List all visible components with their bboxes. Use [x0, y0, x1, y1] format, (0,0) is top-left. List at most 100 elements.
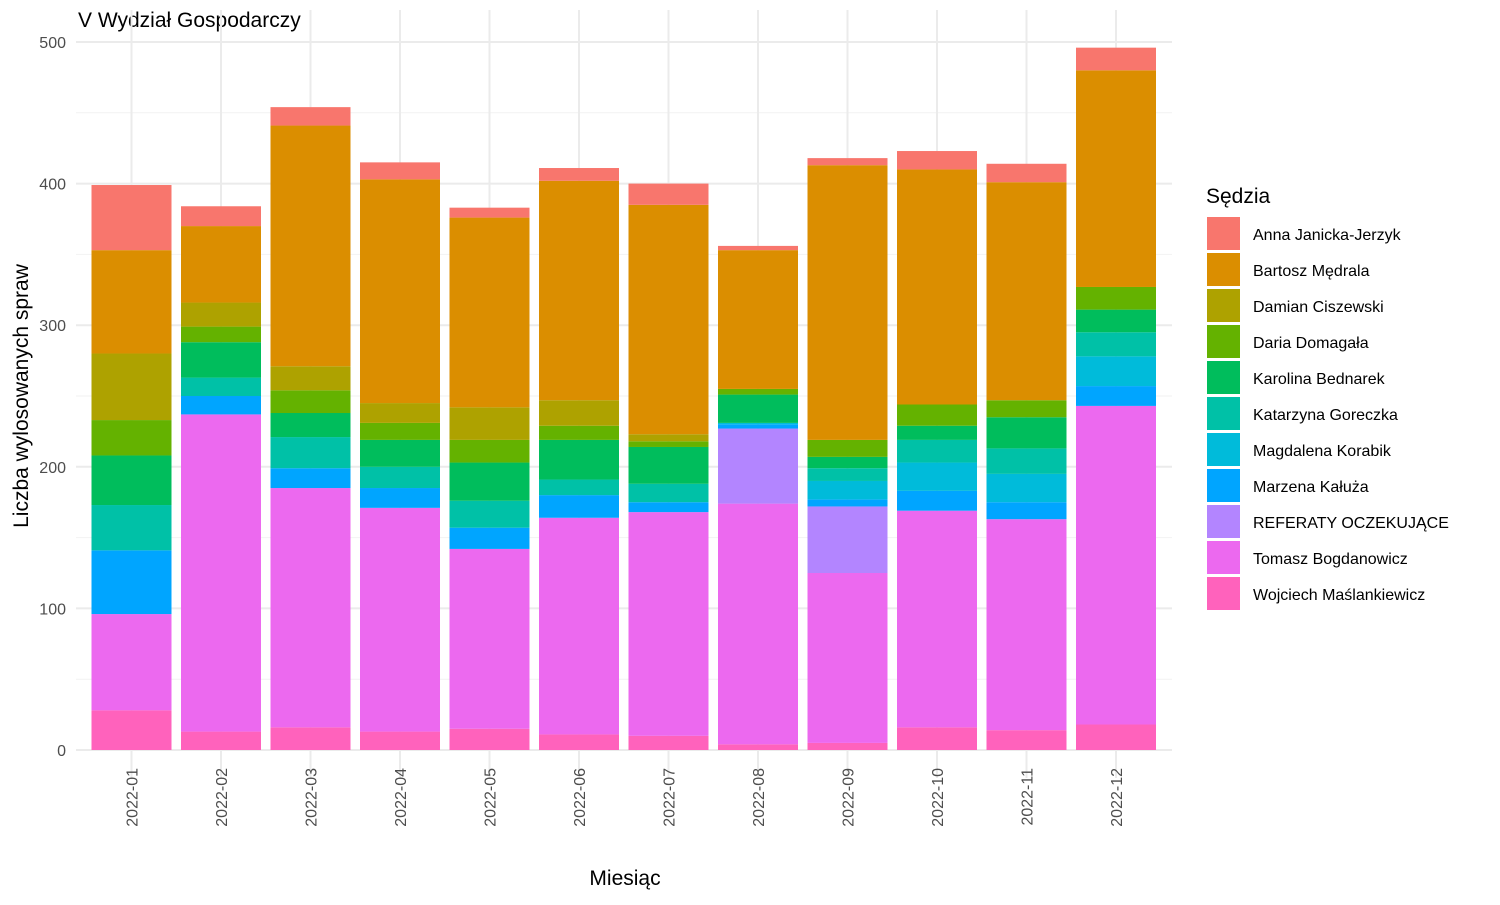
- bar-segment: [718, 424, 798, 429]
- x-tick-label: 2022-12: [1109, 768, 1126, 827]
- bar-segment: [449, 439, 530, 463]
- bar-segment: [718, 388, 798, 395]
- x-tick-label: 2022-04: [393, 768, 410, 827]
- bar-segment: [718, 744, 798, 750]
- bar-segment: [539, 479, 619, 496]
- bar-segment: [897, 425, 977, 440]
- bar-segment: [270, 437, 351, 469]
- bar-segment: [91, 420, 172, 456]
- y-tick-label: 0: [57, 743, 66, 760]
- bar-segment: [986, 519, 1067, 731]
- bar-segment: [897, 462, 977, 491]
- bar-segment: [628, 204, 709, 435]
- bar-segment: [1076, 286, 1156, 310]
- legend-key: [1207, 469, 1240, 502]
- bar-segment: [449, 207, 530, 218]
- bar-segment: [449, 462, 530, 501]
- y-tick-label: 300: [39, 318, 66, 335]
- y-axis-title: Liczba wylosowanych spraw: [10, 263, 33, 528]
- bar-segment: [539, 400, 619, 426]
- bar-segment: [718, 250, 798, 389]
- bar-segment: [91, 710, 172, 750]
- bar-segment: [539, 180, 619, 401]
- bar-segment: [270, 390, 351, 413]
- bar-segment: [91, 614, 172, 711]
- bar-segment: [360, 731, 440, 750]
- bar-segment: [807, 158, 888, 166]
- x-tick-label: 2022-05: [483, 768, 500, 827]
- bar-segment: [449, 728, 530, 750]
- chart-title: V Wydział Gospodarczy: [78, 9, 301, 32]
- legend-key: [1207, 253, 1240, 286]
- bar-segment: [270, 412, 351, 438]
- bar-segment: [449, 217, 530, 408]
- bar-segment: [270, 468, 351, 489]
- bar-segment: [91, 250, 172, 354]
- legend-key: [1207, 361, 1240, 394]
- bar-segment: [807, 480, 888, 500]
- legend-label: Karolina Bednarek: [1253, 371, 1386, 388]
- bar-segment: [91, 505, 172, 551]
- legend-key: [1207, 325, 1240, 358]
- legend-label: Marzena Kałuża: [1253, 479, 1369, 496]
- bar-segment: [539, 495, 619, 518]
- bar-segment: [807, 742, 888, 750]
- bar-segment: [360, 179, 440, 404]
- bar-segment: [628, 183, 709, 205]
- bar-segment: [449, 500, 530, 528]
- legend-key: [1207, 541, 1240, 574]
- bar-segment: [91, 550, 172, 615]
- bar-segment: [360, 488, 440, 508]
- legend-label: Magdalena Korabik: [1253, 443, 1392, 460]
- bar-segment: [91, 185, 172, 251]
- bar-segment: [718, 394, 798, 423]
- bar-segment: [539, 734, 619, 750]
- bar-segment: [91, 455, 172, 506]
- bar-segment: [628, 441, 709, 447]
- bar-segment: [270, 727, 351, 750]
- bar-segment: [628, 502, 709, 513]
- bar-segment: [449, 527, 530, 549]
- legend-key: [1207, 505, 1240, 538]
- bar-segment: [539, 425, 619, 440]
- bar-segment: [897, 510, 977, 728]
- bar-segment: [718, 428, 798, 504]
- bar-segment: [1076, 405, 1156, 725]
- bar-segment: [986, 448, 1067, 474]
- bar-segment: [897, 439, 977, 463]
- legend-label: Anna Janicka-Jerzyk: [1253, 227, 1402, 244]
- legend-label: Tomasz Bogdanowicz: [1253, 551, 1408, 568]
- bar-segment: [181, 302, 261, 327]
- x-tick-label: 2022-02: [214, 768, 231, 827]
- bar-segment: [360, 507, 440, 732]
- bar-segment: [1076, 386, 1156, 406]
- bar-segment: [807, 468, 888, 481]
- x-tick-label: 2022-10: [930, 768, 947, 827]
- bar-segment: [897, 169, 977, 405]
- bar-segment: [270, 125, 351, 367]
- legend-label: Wojciech Maślankiewicz: [1253, 587, 1425, 604]
- bar-segment: [807, 165, 888, 440]
- bar-segment: [1076, 724, 1156, 750]
- bar-segment: [807, 573, 888, 743]
- bar-segment: [1076, 309, 1156, 333]
- bar-segment: [1076, 356, 1156, 387]
- legend-key: [1207, 577, 1240, 610]
- bar-segment: [807, 456, 888, 469]
- x-tick-label: 2022-03: [304, 768, 321, 827]
- bar-segment: [897, 151, 977, 170]
- bar-segment: [628, 434, 709, 442]
- bar-segment: [181, 731, 261, 750]
- bar-segment: [986, 400, 1067, 418]
- legend: Sędzia Anna Janicka-Jerzyk Bartosz Mędral…: [1206, 185, 1449, 610]
- bar-segment: [449, 407, 530, 440]
- x-tick-label: 2022-08: [751, 768, 768, 827]
- bar-segment: [181, 414, 261, 732]
- bar-segment: [270, 107, 351, 126]
- bar-segment: [360, 439, 440, 467]
- bar-segment: [539, 168, 619, 181]
- x-tick-label: 2022-06: [572, 768, 589, 827]
- legend-label: Katarzyna Goreczka: [1253, 407, 1398, 424]
